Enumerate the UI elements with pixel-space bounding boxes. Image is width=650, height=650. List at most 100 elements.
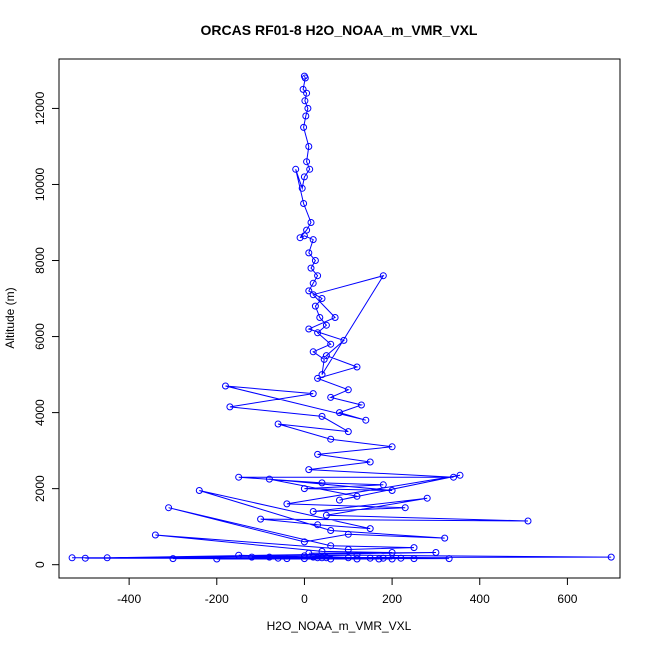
data-point [309,553,317,561]
data-point [327,542,335,550]
data-point [305,466,313,474]
data-point [292,165,300,173]
y-tick-label: 4000 [33,399,47,426]
data-point [300,552,308,560]
data-point [300,485,308,493]
data-point [314,272,322,280]
x-tick-label: 200 [382,592,402,606]
data-point [318,295,326,302]
data-point [165,504,173,512]
data-point [362,416,370,424]
x-axis-label: H2O_NOAA_m_VMR_VXL [267,619,412,633]
data-point [379,272,387,280]
data-point [327,340,335,348]
y-tick-label: 10000 [33,167,47,201]
data-point [68,554,76,562]
data-point [311,257,319,264]
data-point [441,534,449,542]
data-point [309,291,317,299]
y-tick-label: 2000 [33,475,47,502]
data-point [305,249,313,257]
data-point [322,554,330,562]
data-point [366,554,374,562]
data-point [388,443,396,451]
data-point [248,553,256,561]
data-point [366,525,374,533]
data-point [366,458,374,466]
data-point [307,219,315,226]
data-point [379,481,387,489]
data-point [320,355,328,363]
y-tick-label: 0 [33,561,47,568]
data-point [283,555,291,563]
data-point [318,554,326,562]
x-tick-label: 0 [301,592,308,606]
data-point [410,555,418,563]
data-point [265,475,273,483]
x-tick-label: -200 [205,592,229,606]
data-point [331,314,339,321]
data-point [274,554,282,562]
data-point [318,371,326,379]
data-point [314,554,322,562]
data-point [296,234,304,242]
y-axis-label: Altitude (m) [3,287,17,348]
data-point [81,554,89,562]
data-point [151,531,159,539]
data-point [314,329,322,337]
data-point [344,386,352,394]
data-point [445,555,453,563]
y-tick-label: 6000 [33,323,47,350]
data-point [344,530,352,538]
data-point [336,409,343,417]
data-point [300,123,308,131]
chart-title: ORCAS RF01-8 H2O_NOAA_m_VMR_VXL [201,22,478,38]
data-point [353,363,361,371]
data-point [353,551,361,559]
data-point [213,555,221,563]
data-point [322,511,330,519]
x-axis: -400 -200 0 200 400 600 [117,577,578,606]
data-point [423,494,431,502]
data-point [607,553,615,561]
data-point [450,473,457,481]
data-point [314,450,322,458]
data-point [299,85,307,93]
data-point [344,554,352,562]
data-point [300,232,308,240]
data-point [300,555,308,563]
data-point [322,352,330,360]
series-layer [68,72,615,563]
data-point [303,158,311,166]
data-point [169,555,177,563]
data-point [235,551,243,559]
data-point [305,287,313,295]
data-point [309,348,317,356]
data-point [327,393,335,401]
data-point [327,555,335,563]
data-point [235,473,243,481]
data-point [300,200,308,207]
y-axis: 0 2000 4000 6000 8000 10000 12000 [33,91,60,568]
data-point [353,555,361,563]
data-point [524,517,532,525]
data-point [357,401,365,409]
data-point [410,544,418,552]
data-point [195,487,203,494]
data-point [307,264,315,272]
data-point [336,496,343,504]
data-point [301,97,309,105]
x-tick-label: 400 [470,592,490,606]
data-point [274,420,282,428]
data-point [309,236,317,244]
data-point [379,554,387,562]
data-point [316,314,324,321]
data-point [300,538,308,546]
data-point [327,527,335,534]
data-point [432,549,440,556]
series-line [72,75,612,560]
data-point [301,74,309,82]
data-point [311,302,319,310]
data-point [375,555,383,563]
